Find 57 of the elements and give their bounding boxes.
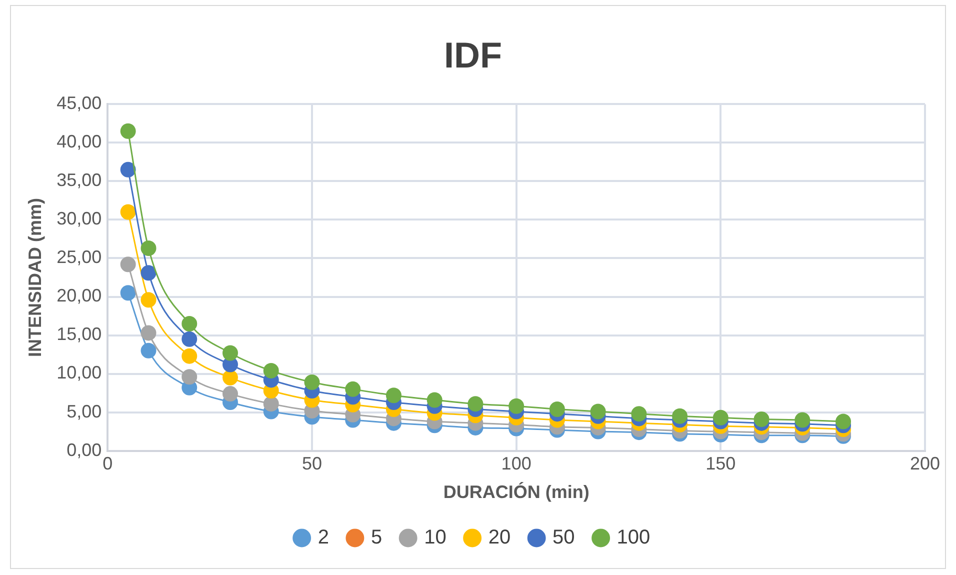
x-tick-label: 50 — [302, 454, 322, 474]
y-tick-label: 20,00 — [56, 286, 102, 306]
x-tick-label: 100 — [501, 454, 532, 474]
point — [120, 123, 136, 139]
y-tick-label: 5,00 — [66, 401, 102, 422]
legend-label: 5 — [370, 526, 382, 549]
point — [345, 381, 361, 397]
point — [263, 396, 279, 412]
legend-label: 50 — [552, 526, 575, 549]
point — [508, 398, 524, 414]
point — [120, 256, 136, 272]
y-tick-label: 15,00 — [56, 324, 102, 344]
point — [836, 414, 852, 430]
point — [140, 240, 156, 256]
point — [182, 369, 198, 385]
point — [426, 392, 442, 408]
point — [590, 404, 606, 420]
point — [182, 316, 198, 332]
legend-label: 10 — [424, 526, 446, 549]
legend-label: 2 — [318, 526, 329, 549]
point — [222, 370, 238, 386]
x-axis-title: DURACIÓN (min) — [443, 482, 590, 502]
x-tick-label: 0 — [102, 454, 113, 474]
point — [222, 345, 238, 361]
chart-title: IDF — [444, 34, 502, 76]
point — [140, 292, 156, 308]
point — [712, 410, 728, 426]
point — [140, 342, 156, 358]
legend-label: 20 — [488, 526, 511, 549]
y-axis-title: INTENSIDAD (mm) — [24, 198, 45, 358]
point — [120, 285, 136, 301]
point — [140, 325, 156, 341]
point — [631, 406, 647, 422]
point — [794, 412, 810, 428]
y-tick-label: 25,00 — [56, 247, 102, 268]
point — [120, 204, 136, 220]
point — [754, 411, 770, 427]
point — [304, 374, 320, 390]
point — [263, 362, 279, 378]
x-tick-label: 150 — [706, 454, 736, 474]
y-tick-label: 45,00 — [56, 93, 102, 114]
point — [386, 388, 402, 404]
legend-label: 100 — [616, 526, 650, 549]
y-tick-label: 35,00 — [56, 170, 102, 190]
y-tick-label: 10,00 — [56, 362, 102, 383]
y-tick-label: 30,00 — [56, 208, 102, 229]
point — [140, 265, 156, 281]
point — [182, 331, 198, 347]
point — [182, 348, 198, 364]
y-tick-label: 40,00 — [56, 132, 102, 152]
point — [120, 162, 136, 178]
point — [672, 408, 688, 424]
point — [549, 401, 565, 417]
point — [468, 396, 484, 412]
point — [222, 386, 238, 402]
y-tick-label: 0,00 — [66, 440, 102, 460]
x-tick-label: 200 — [910, 454, 940, 474]
